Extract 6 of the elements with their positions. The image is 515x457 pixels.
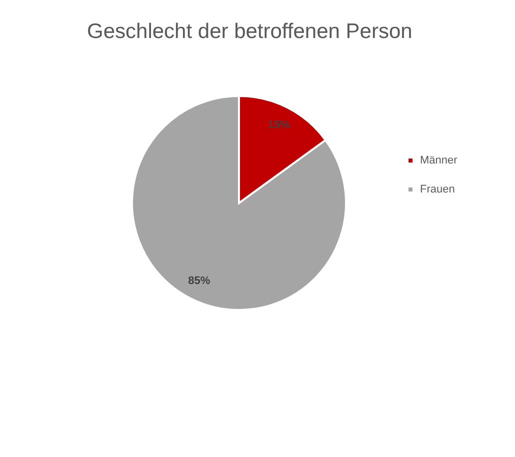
data-label: 85% (188, 275, 210, 288)
legend-label: Männer (420, 154, 458, 166)
chart-title: Geschlecht der betroffenen Person (87, 20, 412, 43)
pie-slice (131, 95, 347, 311)
data-label: 15% (268, 118, 290, 131)
legend-label: Frauen (420, 184, 455, 196)
